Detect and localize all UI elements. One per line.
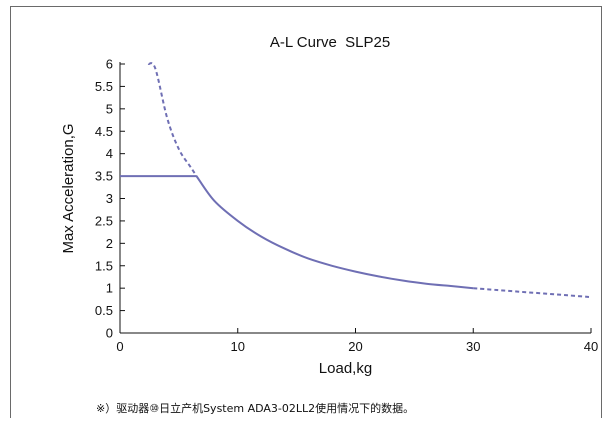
y-tick-label: 2: [106, 236, 113, 251]
y-tick-label: 4.5: [95, 124, 113, 139]
y-tick-label: 0: [106, 326, 113, 341]
y-tick-label: 1: [106, 281, 113, 296]
x-tick-label: 20: [348, 339, 362, 354]
footnote: ※）驱动器⑩日立产机System ADA3-02LL2使用情况下的数据。: [96, 402, 415, 415]
x-tick-label: 40: [584, 339, 598, 354]
x-tick-label: 0: [116, 339, 123, 354]
chart-frame: [10, 6, 602, 418]
y-tick-label: 6: [106, 57, 113, 72]
y-tick-label: 3.5: [95, 169, 113, 184]
plot-area: [119, 62, 591, 334]
y-tick-label: 4: [106, 146, 113, 161]
x-tick-label: 30: [466, 339, 480, 354]
x-axis-title: Load,kg: [319, 360, 372, 377]
ticks: 0 0.5 1 1.5 2 2.5 3 3.5 4 4.5 5 5.5 6 0 10 20 30 40: [95, 57, 598, 355]
series-line-dashed-1: [147, 62, 198, 177]
series-line-dashed-3: [473, 287, 592, 299]
y-tick-label: 5.5: [95, 79, 113, 94]
y-tick-label: 0.5: [95, 303, 113, 318]
y-tick-label: 5: [106, 101, 113, 116]
chart-title: A-L Curve SLP25: [270, 34, 390, 51]
y-tick-label: 1.5: [95, 258, 113, 273]
series-line-solid-2: [195, 175, 474, 290]
y-axis-title: Max Acceleration,G: [60, 123, 77, 253]
x-tick-label: 10: [231, 339, 245, 354]
y-tick-label: 3: [106, 191, 113, 206]
y-tick-label: 2.5: [95, 213, 113, 228]
series: [120, 62, 592, 299]
